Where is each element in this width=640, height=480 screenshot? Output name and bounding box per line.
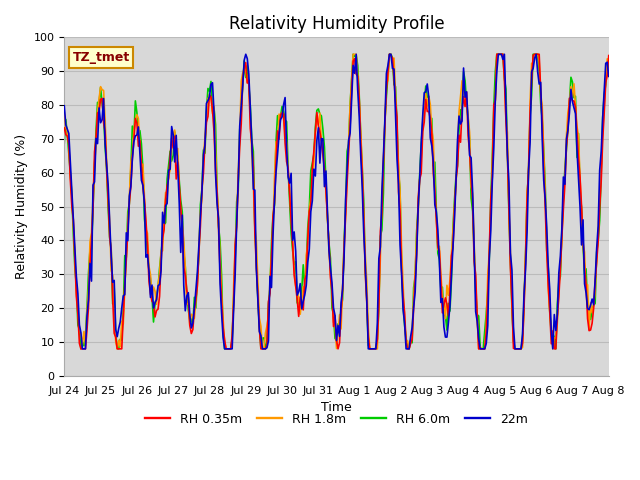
- RH 0.35m: [77, 346, 84, 352]
- RH 1.8m: [76, 325, 83, 331]
- RH 0.35m: [372, 346, 380, 352]
- RH 6.0m: [76, 327, 83, 333]
- 22m: [242, 51, 250, 57]
- RH 1.8m: [60, 109, 68, 115]
- RH 6.0m: [77, 346, 84, 352]
- RH 0.35m: [386, 51, 394, 57]
- 22m: [163, 201, 171, 206]
- RH 6.0m: [60, 140, 68, 146]
- RH 6.0m: [374, 336, 381, 342]
- RH 6.0m: [404, 344, 412, 349]
- 22m: [79, 346, 86, 352]
- Line: RH 1.8m: RH 1.8m: [64, 54, 609, 349]
- RH 1.8m: [541, 190, 549, 195]
- RH 6.0m: [163, 176, 171, 182]
- RH 0.35m: [404, 346, 412, 352]
- RH 6.0m: [349, 51, 357, 57]
- 22m: [541, 196, 549, 202]
- Y-axis label: Relativity Humidity (%): Relativity Humidity (%): [15, 134, 28, 279]
- Legend: RH 0.35m, RH 1.8m, RH 6.0m, 22m: RH 0.35m, RH 1.8m, RH 6.0m, 22m: [140, 408, 533, 431]
- RH 0.35m: [60, 125, 68, 131]
- Line: RH 0.35m: RH 0.35m: [64, 54, 609, 349]
- Line: 22m: 22m: [64, 54, 609, 349]
- RH 0.35m: [163, 183, 171, 189]
- RH 0.35m: [541, 204, 549, 210]
- 22m: [374, 320, 381, 326]
- X-axis label: Time: Time: [321, 401, 352, 414]
- RH 6.0m: [605, 56, 612, 61]
- 22m: [605, 73, 612, 79]
- Line: RH 6.0m: RH 6.0m: [64, 54, 609, 349]
- RH 0.35m: [605, 53, 612, 59]
- 22m: [60, 103, 68, 108]
- RH 1.8m: [113, 346, 121, 352]
- Text: TZ_tmet: TZ_tmet: [72, 51, 130, 64]
- RH 0.35m: [392, 98, 399, 104]
- RH 1.8m: [605, 65, 612, 71]
- 22m: [392, 112, 399, 118]
- 22m: [76, 322, 83, 328]
- RH 6.0m: [392, 84, 399, 90]
- RH 1.8m: [349, 51, 357, 57]
- RH 6.0m: [541, 182, 549, 188]
- RH 0.35m: [76, 340, 83, 346]
- RH 1.8m: [404, 338, 412, 344]
- Title: Relativity Humidity Profile: Relativity Humidity Profile: [228, 15, 444, 33]
- RH 1.8m: [163, 194, 171, 200]
- 22m: [404, 346, 412, 352]
- RH 1.8m: [374, 346, 381, 352]
- RH 1.8m: [392, 90, 399, 96]
